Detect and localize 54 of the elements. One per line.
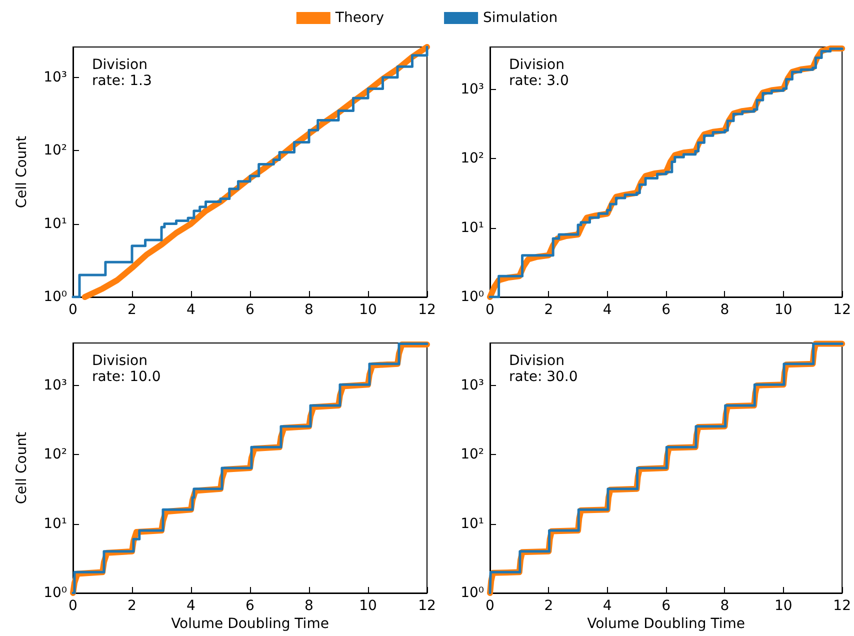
x-tick-label: 6: [246, 598, 255, 614]
x-tick-label: 0: [68, 302, 78, 318]
y-tick-label: 10⁰: [44, 289, 68, 305]
x-tick-label: 4: [602, 598, 612, 614]
x-tick-label: 8: [720, 302, 730, 318]
y-tick-label: 10³: [44, 377, 67, 394]
x-tick-label: 4: [186, 302, 196, 318]
x-tick-label: 6: [662, 302, 671, 318]
x-tick-label: 6: [246, 302, 255, 318]
x-tick-label: 10: [359, 302, 377, 318]
x-tick-label: 10: [359, 598, 377, 614]
x-tick-label: 12: [418, 598, 436, 614]
x-tick-label: 2: [128, 302, 136, 318]
x-axis-title: Volume Doubling Time: [587, 616, 745, 632]
legend-label: Theory: [334, 10, 384, 26]
x-tick-label: 4: [186, 598, 196, 614]
x-tick-label: 2: [128, 598, 136, 614]
x-tick-label: 2: [544, 598, 554, 614]
y-tick-label: 10⁰: [460, 585, 484, 601]
y-tick-label: 10³: [460, 377, 484, 394]
y-tick-label: 10¹: [460, 516, 484, 532]
y-tick-label: 10²: [44, 446, 67, 463]
y-tick-label: 10²: [460, 446, 484, 463]
x-tick-label: 12: [418, 302, 436, 318]
x-tick-label: 8: [304, 598, 314, 614]
x-tick-label: 8: [720, 598, 730, 614]
y-tick-label: 10³: [44, 69, 67, 86]
x-tick-label: 10: [774, 598, 792, 614]
x-tick-label: 12: [833, 302, 852, 318]
x-tick-label: 8: [304, 302, 314, 318]
annotation: Division rate: 3.0: [509, 57, 569, 89]
x-tick-label: 2: [544, 302, 554, 318]
x-tick-label: 0: [486, 598, 494, 614]
x-tick-label: 4: [602, 302, 612, 318]
legend-label: Simulation: [483, 10, 558, 26]
y-tick-label: 10⁰: [460, 289, 484, 305]
y-axis-title: Cell Count: [14, 431, 30, 504]
y-tick-label: 10¹: [460, 220, 484, 236]
x-tick-label: 10: [774, 302, 792, 318]
y-tick-label: 10²: [460, 150, 484, 167]
x-tick-label: 0: [68, 598, 78, 614]
y-tick-label: 10²: [44, 142, 67, 159]
x-tick-label: 12: [833, 598, 852, 614]
x-tick-label: 6: [662, 598, 671, 614]
x-tick-label: 0: [486, 302, 494, 318]
y-tick-label: 10¹: [44, 216, 67, 232]
y-tick-label: 10³: [460, 81, 484, 98]
y-tick-label: 10¹: [44, 516, 67, 532]
y-tick-label: 10⁰: [44, 585, 68, 601]
x-axis-title: Volume Doubling Time: [171, 616, 329, 632]
y-axis-title: Cell Count: [14, 135, 30, 208]
annotation: Division rate: 1.3: [92, 57, 152, 89]
annotation: Division rate: 30.0: [509, 353, 578, 385]
annotation: Division rate: 10.0: [92, 353, 161, 385]
